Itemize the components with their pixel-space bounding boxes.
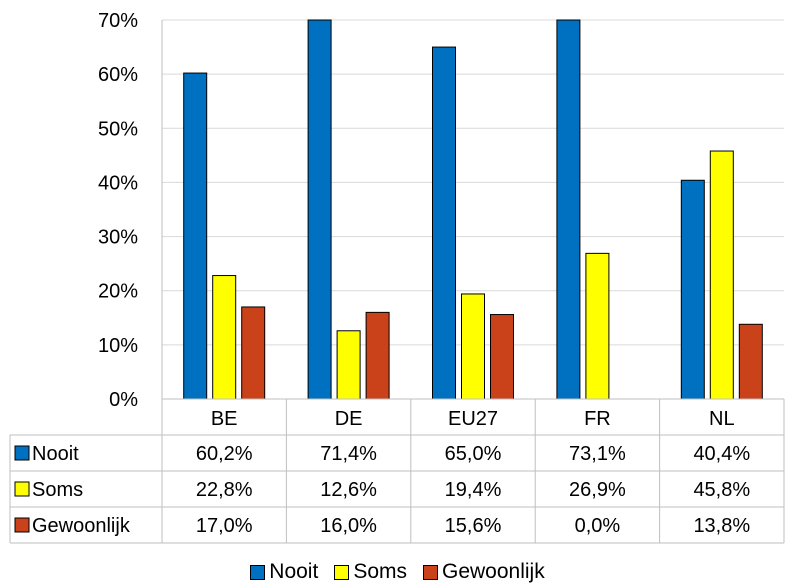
category-label: NL <box>709 408 735 430</box>
y-tick-label: 40% <box>98 172 138 194</box>
data-label: 0,0% <box>575 515 621 537</box>
y-tick-label: 10% <box>98 335 138 357</box>
data-label: 65,0% <box>445 443 502 465</box>
y-tick-label: 30% <box>98 227 138 249</box>
category-label: BE <box>211 408 238 430</box>
bar <box>738 323 763 400</box>
data-label: 40,4% <box>693 443 750 465</box>
data-label: 17,0% <box>196 515 253 537</box>
legend-label-gewoonlijk: Gewoonlijk <box>442 560 545 583</box>
bar <box>241 306 266 400</box>
table-row-swatch <box>14 481 30 497</box>
y-tick-label: 50% <box>98 118 138 140</box>
legend-swatch-nooit <box>250 564 266 580</box>
y-tick-label: 0% <box>109 389 138 411</box>
table-row-swatch <box>14 445 30 461</box>
legend-label-nooit: Nooit <box>269 560 319 583</box>
category-label: EU27 <box>448 408 498 430</box>
table-row-label: Nooit <box>32 443 79 465</box>
bar-chart: 0% 10% 20% 30% 40% 50% 60% 70% BE DE EU27 FR NL Nooit… <box>9 10 785 544</box>
data-label: 73,1% <box>569 443 626 465</box>
legend-item-gewoonlijk: Gewoonlijk <box>423 560 545 584</box>
bar <box>365 311 390 400</box>
bar <box>585 252 610 400</box>
data-label: 22,8% <box>196 479 253 501</box>
legend-swatch-gewoonlijk <box>423 564 438 580</box>
bar <box>307 19 332 400</box>
data-label: 19,4% <box>445 479 502 501</box>
legend-swatch-soms <box>334 564 350 580</box>
data-label: 26,9% <box>569 479 626 501</box>
y-tick-label: 20% <box>98 281 138 303</box>
bar <box>709 150 734 400</box>
table-row-swatch <box>14 517 30 533</box>
data-label: 71,4% <box>320 443 377 465</box>
bar <box>680 179 705 400</box>
data-label: 13,8% <box>693 515 750 537</box>
category-label: DE <box>335 408 363 430</box>
bar <box>212 275 237 400</box>
category-label: FR <box>584 408 611 430</box>
table-row-label: Gewoonlijk <box>32 515 131 537</box>
bar <box>461 293 485 400</box>
data-label: 45,8% <box>693 479 750 501</box>
legend-item-nooit: Nooit <box>250 560 318 584</box>
legend: Nooit Soms Gewoonlijk <box>0 558 795 586</box>
data-label: 15,6% <box>445 515 502 537</box>
y-tick-label: 70% <box>98 10 138 32</box>
data-label: 12,6% <box>320 479 377 501</box>
table-row-label: Soms <box>32 479 83 501</box>
data-label: 16,0% <box>320 515 377 537</box>
bar <box>490 314 514 400</box>
y-tick-label: 60% <box>98 64 138 86</box>
legend-item-soms: Soms <box>334 560 407 584</box>
bar <box>336 330 361 400</box>
bar <box>556 19 581 400</box>
bar <box>432 46 456 400</box>
data-label: 60,2% <box>196 443 253 465</box>
bar <box>183 72 208 400</box>
legend-label-soms: Soms <box>353 560 407 583</box>
